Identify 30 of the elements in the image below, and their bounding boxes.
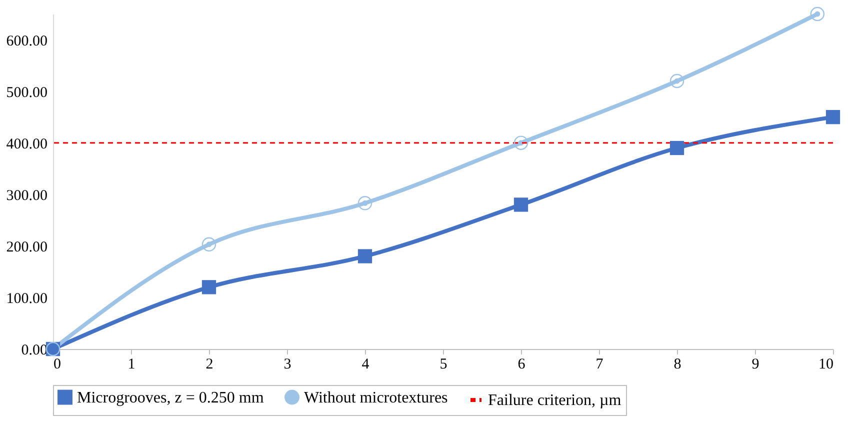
point	[810, 6, 825, 22]
y-tick-label: 500.00	[6, 84, 48, 101]
x-tick-label: 3	[284, 356, 292, 372]
y-tick-label: 200.00	[6, 239, 48, 256]
x-tick-label: 7	[596, 356, 604, 372]
x-tick-label: 1	[128, 356, 136, 372]
x-tick-label: 2	[206, 356, 214, 372]
legend-label: Failure criterion, µm	[488, 392, 622, 409]
x-tick-label: 0	[54, 356, 61, 372]
x-tick-label: 5	[440, 356, 448, 372]
point	[670, 74, 684, 88]
x-tick-label: 6	[518, 356, 526, 372]
point	[514, 136, 528, 150]
y-tick-label: 100.00	[6, 290, 48, 307]
y-tick-label: 400.00	[6, 136, 48, 152]
point	[358, 249, 372, 264]
legend-label: Without microtextures	[304, 389, 448, 406]
point	[202, 280, 216, 294]
point	[826, 110, 840, 124]
point	[514, 198, 528, 212]
point	[202, 237, 216, 252]
x-tick-label: 10	[818, 356, 834, 372]
point	[358, 196, 372, 210]
legend-label: Microgrooves, z = 0.250 mm	[77, 389, 264, 406]
x-tick-label: 4	[362, 356, 370, 372]
x-tick-label: 8	[674, 356, 682, 372]
x-tick-label: 9	[752, 356, 760, 372]
point	[670, 140, 684, 156]
y-tick-label: 300.00	[6, 188, 48, 204]
y-tick-label: 600.00	[6, 33, 48, 50]
